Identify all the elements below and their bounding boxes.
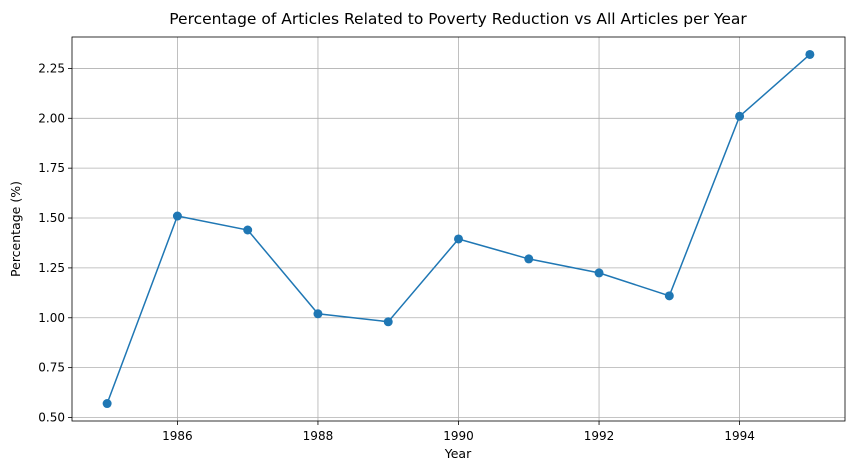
data-point	[383, 317, 393, 327]
x-tick-label: 1994	[724, 429, 755, 443]
data-point	[594, 268, 604, 278]
chart-title: Percentage of Articles Related to Povert…	[169, 10, 747, 28]
data-point	[172, 211, 182, 221]
data-point	[524, 254, 534, 264]
x-tick-label: 1992	[584, 429, 615, 443]
y-tick-label: 0.75	[38, 361, 65, 375]
y-axis-label: Percentage (%)	[8, 181, 23, 277]
y-tick-label: 1.00	[38, 311, 65, 325]
data-point	[735, 111, 745, 121]
y-tick-label: 1.75	[38, 161, 65, 175]
tick-layer: 1986 1988 1990 1992 1994 0.50 0.75 1.00 1.25 1.50…	[38, 61, 755, 443]
x-tick-label: 1988	[303, 429, 334, 443]
x-tick-label: 1986	[162, 429, 193, 443]
data-point	[664, 291, 674, 301]
data-point	[313, 309, 323, 319]
y-tick-label: 0.50	[38, 411, 65, 425]
y-tick-label: 1.25	[38, 261, 65, 275]
y-tick-label: 2.25	[38, 61, 65, 75]
y-tick-label: 2.00	[38, 111, 65, 125]
x-tick-label: 1990	[443, 429, 474, 443]
data-point	[454, 234, 463, 244]
grid-layer	[72, 37, 845, 421]
data-point	[243, 225, 253, 235]
x-axis-label: Year	[444, 446, 472, 461]
data-point	[805, 49, 815, 59]
data-point	[102, 399, 112, 409]
series-layer	[102, 49, 815, 409]
y-tick-label: 1.50	[38, 211, 65, 225]
